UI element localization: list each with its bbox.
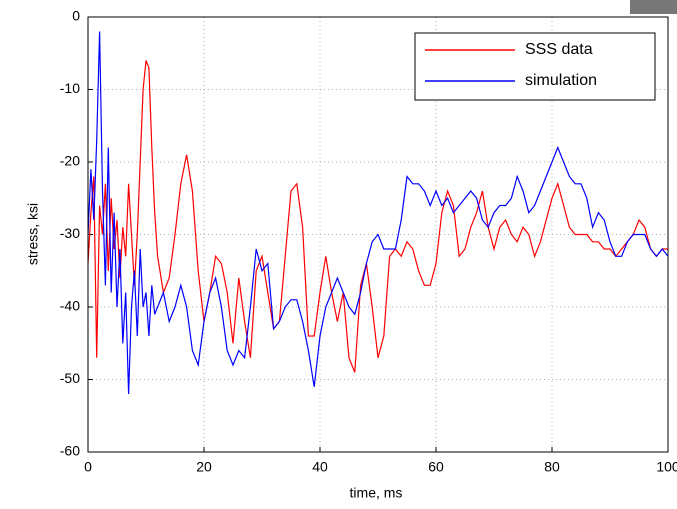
x-tick-label: 40 [312, 459, 328, 475]
x-tick-label: 100 [656, 459, 677, 475]
y-tick-label: -30 [60, 225, 80, 241]
x-tick-label: 0 [84, 459, 92, 475]
y-tick-label: -50 [60, 370, 80, 386]
series-line [87, 31, 669, 395]
y-tick-label: -60 [60, 443, 80, 459]
y-tick-label: 0 [72, 8, 80, 24]
y-tick-label: -40 [60, 298, 80, 314]
y-tick-label: -20 [60, 153, 80, 169]
legend-label: simulation [525, 72, 597, 89]
plot-frame [87, 16, 669, 453]
legend-box [414, 32, 656, 101]
legend-label: SSS data [525, 41, 593, 58]
y-axis-label: stress, ksi [25, 203, 41, 265]
y-tick-label: -10 [60, 80, 80, 96]
window-corner [630, 0, 677, 14]
x-tick-label: 60 [428, 459, 444, 475]
x-tick-label: 20 [196, 459, 212, 475]
x-axis-label: time, ms [350, 485, 403, 501]
x-tick-label: 80 [544, 459, 560, 475]
